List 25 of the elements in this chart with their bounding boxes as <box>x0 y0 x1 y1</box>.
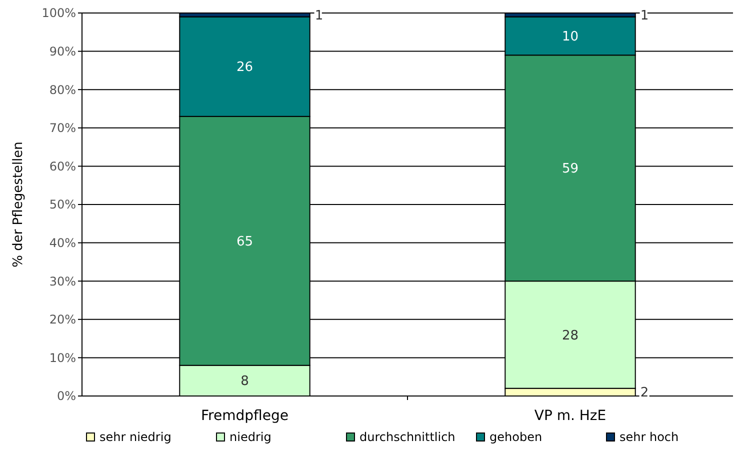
legend-label: niedrig <box>230 430 272 444</box>
legend-label: sehr hoch <box>620 430 679 444</box>
y-tick-label: 80% <box>49 82 76 97</box>
x-tick-label: Fremdpflege <box>201 408 288 424</box>
data-label: 59 <box>562 162 579 177</box>
legend-label: gehoben <box>490 430 542 444</box>
data-label: 65 <box>236 234 254 250</box>
y-tick-label: 60% <box>49 159 76 174</box>
data-label: 8 <box>240 374 249 390</box>
data-label: 26 <box>236 60 254 76</box>
y-tick-label: 70% <box>49 121 76 136</box>
y-tick-label: 40% <box>49 236 76 250</box>
y-tick-label: 100% <box>42 6 76 20</box>
legend-label: sehr niedrig <box>100 430 172 444</box>
data-label: 10 <box>562 30 579 45</box>
y-tick-label: 0% <box>56 389 76 404</box>
data-label: 28 <box>562 328 579 344</box>
y-axis-title: % der Pflegestellen <box>11 142 26 268</box>
y-tick-label: 30% <box>49 274 76 288</box>
y-tick-label: 20% <box>49 312 76 327</box>
y-tick-label: 90% <box>49 44 76 58</box>
y-tick-label: 10% <box>49 350 76 365</box>
legend-label: durchschnittlich <box>360 430 456 444</box>
x-tick-label: VP m. HzE <box>534 408 606 424</box>
y-tick-label: 50% <box>49 198 76 212</box>
